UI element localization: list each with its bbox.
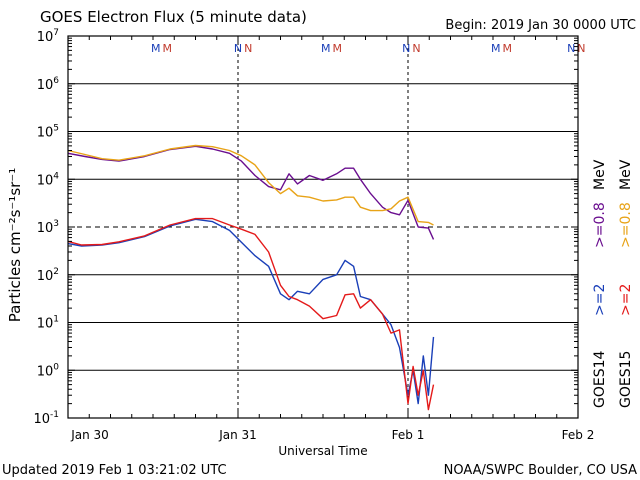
series-line-3 [67, 217, 435, 411]
y-axis-label: Particles cm⁻²s⁻¹sr⁻¹ [6, 168, 24, 322]
y-tick-label: 107 [37, 28, 59, 45]
chart-title: GOES Electron Flux (5 minute data) [40, 8, 307, 26]
legend-goes15-08mev: >=0.8 [618, 202, 634, 248]
marker-letter: M [321, 42, 331, 55]
y-tick-label: 106 [37, 76, 60, 93]
legend-unit-goes15: MeV [618, 159, 634, 190]
legend-unit-goes14: MeV [592, 159, 608, 190]
updated-timestamp: Updated 2019 Feb 1 03:21:02 UTC [2, 463, 227, 478]
begin-label: Begin: 2019 Jan 30 0000 UTC [445, 18, 636, 33]
plot-frame [67, 35, 579, 419]
axes: 10-1 100 101 102 103 104 105 106 107 Jan 30 Jan 31… [33, 28, 594, 442]
marker-letter: N [402, 42, 410, 55]
marker-letter: M [491, 42, 501, 55]
credit-label: NOAA/SWPC Boulder, CO USA [444, 463, 637, 478]
series-line-1 [67, 144, 434, 226]
grid-lines [68, 36, 578, 418]
x-tick-label: Jan 31 [218, 428, 257, 442]
data-series [67, 144, 435, 411]
y-tick-label: 103 [37, 219, 59, 236]
legend-goes14-label: GOES14 [592, 350, 608, 408]
y-tick-label: 101 [37, 315, 59, 332]
legend: GOES14 GOES15 >=2 >=2 >=0.8 >=0.8 MeV MeV [592, 159, 634, 408]
legend-goes15-2mev: >=2 [618, 284, 634, 316]
y-tick-label: 105 [37, 124, 59, 141]
marker-letter: N [577, 42, 585, 55]
x-tick-label: Feb 1 [392, 428, 425, 442]
x-axis-label: Universal Time [278, 444, 367, 458]
y-tick-label: 10-1 [33, 410, 59, 427]
marker-letter: M [163, 42, 173, 55]
y-tick-label: 104 [37, 171, 60, 188]
marker-letter: N [412, 42, 420, 55]
marker-letter: M [151, 42, 161, 55]
legend-goes14-2mev: >=2 [592, 284, 608, 316]
x-tick-label: Feb 2 [562, 428, 595, 442]
marker-letter: M [333, 42, 343, 55]
legend-goes14-08mev: >=0.8 [592, 202, 608, 248]
series-line-2 [67, 218, 435, 405]
legend-goes15-label: GOES15 [618, 351, 634, 408]
y-tick-label: 102 [37, 267, 59, 284]
y-tick-label: 100 [37, 362, 60, 379]
x-tick-label: Jan 30 [70, 428, 109, 442]
marker-letter: N [244, 42, 252, 55]
marker-letter: N [567, 42, 575, 55]
marker-letter: M [503, 42, 513, 55]
marker-letter: N [234, 42, 242, 55]
